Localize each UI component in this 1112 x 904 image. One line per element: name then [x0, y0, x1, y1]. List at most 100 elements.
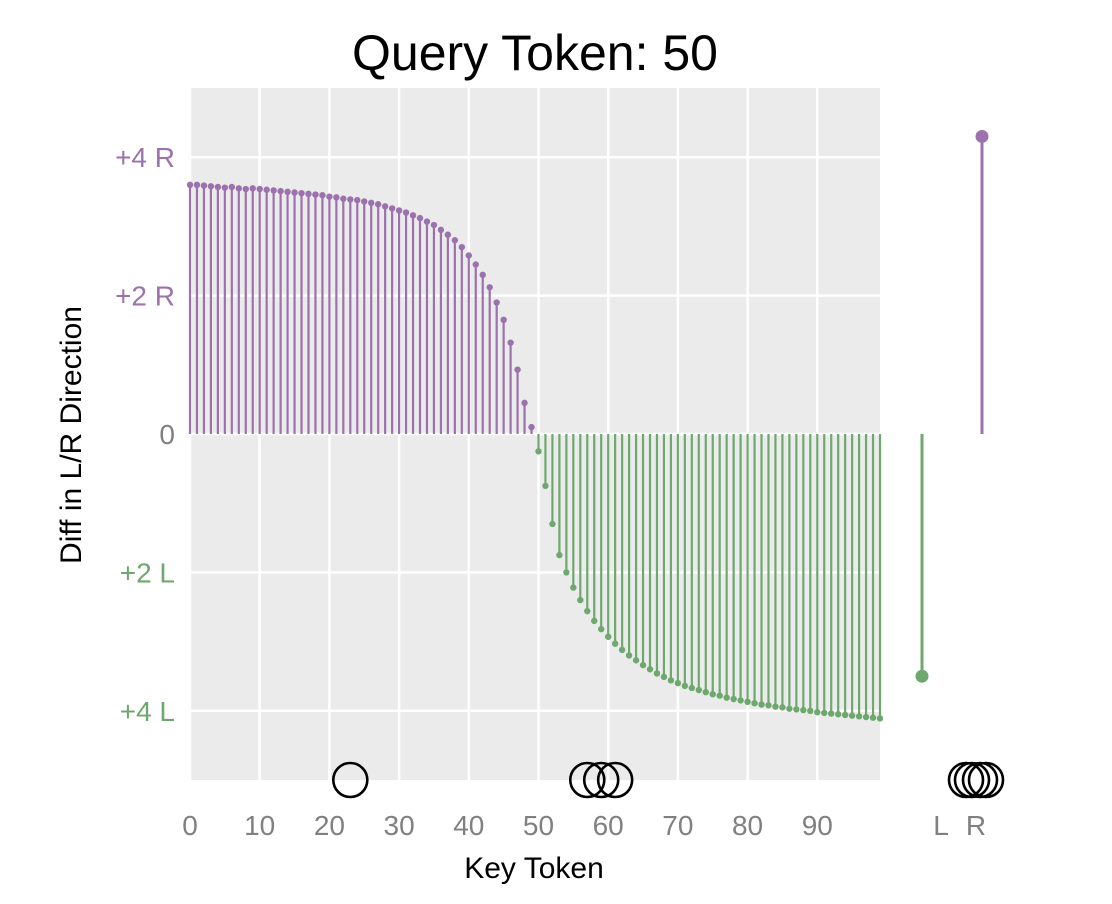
key-token-point	[653, 670, 661, 677]
key-token-point	[500, 316, 507, 324]
key-token-point	[319, 192, 326, 199]
x-tick-label-R: R	[966, 810, 986, 841]
key-token-point	[821, 709, 828, 717]
key-token-point	[618, 646, 626, 654]
key-token-point	[395, 207, 403, 214]
key-token-point	[528, 423, 535, 431]
key-token-point	[855, 713, 863, 720]
marker-circles	[332, 761, 1005, 799]
key-token-point	[284, 188, 291, 195]
key-token-point	[291, 189, 298, 196]
key-token-point	[535, 448, 542, 455]
key-token-point	[388, 205, 396, 212]
x-tick-label: 80	[732, 810, 763, 841]
y-tick-label: 0	[159, 419, 175, 450]
key-token-point	[207, 183, 215, 190]
x-tick-labels: 0 10 20 30 40 50 60 70 80 90 L R	[182, 810, 986, 841]
key-token-point	[807, 707, 814, 714]
key-token-point	[570, 584, 577, 591]
key-token-point	[674, 679, 682, 687]
key-token-point	[814, 708, 821, 716]
key-token-point	[744, 698, 751, 706]
key-token-point	[563, 569, 570, 576]
key-token-point	[263, 186, 270, 193]
key-token-point	[186, 181, 194, 189]
summary-stems	[915, 129, 989, 683]
key-token-point	[549, 520, 556, 528]
summary-point-L	[915, 669, 929, 683]
key-token-point	[312, 191, 319, 198]
key-token-point	[326, 193, 333, 200]
key-token-point	[305, 190, 312, 198]
key-token-point	[591, 617, 598, 625]
marker-circle	[332, 761, 369, 799]
key-token-point	[242, 185, 249, 193]
key-token-point	[604, 633, 612, 640]
key-token-point	[402, 209, 410, 216]
marker-circle	[568, 761, 606, 799]
key-token-point	[368, 199, 375, 207]
key-token-point	[598, 625, 605, 633]
key-token-point	[214, 183, 222, 191]
x-tick-label: 30	[384, 810, 415, 841]
key-token-point	[423, 218, 431, 225]
key-token-point	[437, 226, 445, 234]
x-axis-label: Key Token	[464, 852, 604, 885]
key-token-point	[479, 271, 486, 279]
y-tick-label: +4 R	[115, 142, 175, 173]
key-token-point	[486, 284, 493, 291]
key-token-point	[723, 694, 730, 701]
marker-circle	[596, 761, 634, 799]
key-token-point	[577, 596, 584, 604]
key-token-point	[193, 181, 201, 189]
y-tick-labels: +4 R +2 R 0 +2 L +4 L	[115, 142, 175, 727]
key-token-point	[639, 661, 647, 669]
key-token-point	[228, 183, 236, 191]
key-token-point	[458, 243, 466, 251]
key-token-point	[681, 682, 689, 690]
key-token-point	[270, 187, 277, 194]
key-token-point	[695, 686, 702, 694]
key-token-point	[660, 673, 668, 681]
key-token-point	[493, 299, 500, 306]
y-axis-label: Diff in L/R Direction	[55, 306, 88, 564]
marker-circle	[582, 761, 620, 799]
key-token-point	[521, 399, 528, 407]
key-token-point	[688, 684, 696, 692]
summary-point-R	[975, 129, 989, 143]
key-token-point	[374, 201, 382, 208]
key-token-point	[430, 221, 438, 229]
key-token-point	[298, 189, 305, 197]
x-tick-label: 60	[593, 810, 624, 841]
marker-circle-side	[967, 761, 1005, 799]
key-token-point	[507, 339, 514, 346]
y-tick-label: +2 R	[115, 281, 175, 312]
key-token-point	[632, 657, 640, 664]
key-token-point	[716, 692, 723, 699]
key-token-point	[611, 640, 619, 647]
key-token-point	[793, 706, 800, 713]
key-token-point	[235, 185, 242, 192]
key-token-point	[584, 607, 591, 615]
key-token-point	[667, 677, 675, 684]
key-token-point	[556, 551, 563, 559]
key-token-point	[869, 714, 877, 721]
key-token-point	[347, 196, 354, 203]
key-token-point	[709, 690, 716, 698]
key-token-point	[472, 261, 479, 268]
key-token-point	[737, 697, 744, 704]
x-tick-label: 90	[802, 810, 833, 841]
key-token-point	[876, 715, 884, 722]
key-token-point	[751, 699, 758, 707]
key-token-point	[409, 212, 417, 219]
key-token-point	[361, 198, 368, 205]
key-token-point	[772, 703, 779, 710]
key-token-point	[416, 214, 424, 222]
key-token-point	[514, 366, 521, 373]
x-tick-label-L: L	[933, 810, 949, 841]
key-token-point	[249, 185, 256, 192]
key-token-point	[340, 195, 347, 202]
key-token-point	[758, 701, 765, 708]
key-token-point	[646, 666, 654, 673]
